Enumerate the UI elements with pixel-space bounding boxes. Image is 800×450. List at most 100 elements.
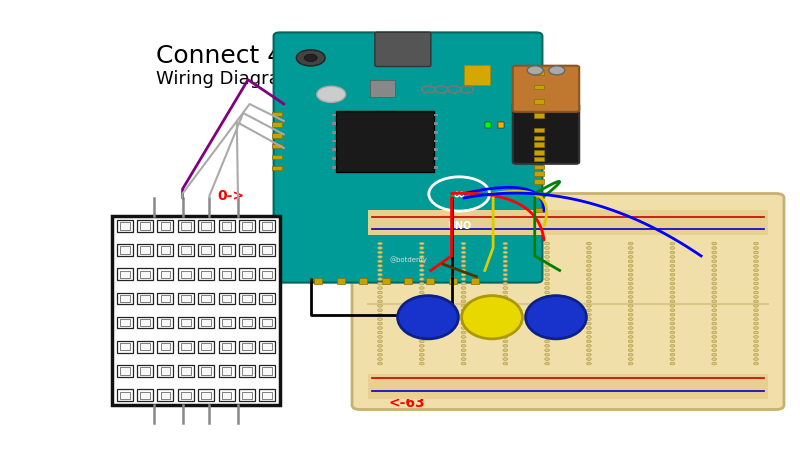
Circle shape [586, 327, 591, 329]
Circle shape [586, 291, 591, 294]
Bar [534, 136, 544, 140]
Circle shape [628, 251, 633, 254]
Circle shape [419, 358, 424, 360]
Bar [158, 365, 174, 377]
Circle shape [461, 296, 466, 298]
Bar [242, 295, 252, 302]
Bar [218, 341, 234, 353]
Bar [137, 220, 153, 232]
Bar [181, 222, 190, 230]
Circle shape [545, 296, 550, 298]
Circle shape [712, 260, 717, 263]
Circle shape [586, 313, 591, 316]
Bar [161, 392, 170, 399]
Circle shape [586, 265, 591, 267]
Bar [181, 247, 190, 254]
Circle shape [628, 309, 633, 311]
Bar [337, 278, 345, 284]
Circle shape [503, 349, 508, 351]
Circle shape [378, 256, 382, 258]
Bar [242, 270, 252, 278]
Circle shape [754, 242, 758, 245]
Circle shape [670, 340, 675, 343]
Bar [218, 268, 234, 280]
Bar [202, 319, 211, 326]
Circle shape [419, 273, 424, 276]
Circle shape [586, 349, 591, 351]
Bar [239, 220, 255, 232]
Bar [218, 389, 234, 401]
Circle shape [503, 353, 508, 356]
Circle shape [586, 300, 591, 303]
Circle shape [378, 287, 382, 289]
Circle shape [545, 344, 550, 347]
Circle shape [754, 296, 758, 298]
Bar [272, 144, 282, 148]
Circle shape [545, 273, 550, 276]
Bar [198, 220, 214, 232]
Bar [137, 292, 153, 304]
Circle shape [378, 327, 382, 329]
Text: @botdemy: @botdemy [389, 256, 427, 263]
Circle shape [712, 362, 717, 365]
Circle shape [461, 327, 466, 329]
Circle shape [503, 344, 508, 347]
Bar [449, 278, 457, 284]
Bar [359, 278, 367, 284]
Bar [198, 365, 214, 377]
Circle shape [503, 318, 508, 320]
Circle shape [429, 177, 490, 211]
Circle shape [712, 282, 717, 285]
Bar [158, 389, 174, 401]
Bar [178, 341, 194, 353]
Circle shape [503, 322, 508, 325]
Circle shape [419, 344, 424, 347]
Circle shape [461, 313, 466, 316]
Circle shape [378, 242, 382, 245]
Circle shape [712, 358, 717, 360]
Circle shape [461, 265, 466, 267]
Bar [242, 247, 252, 254]
Bar [202, 295, 211, 302]
Circle shape [545, 269, 550, 271]
Circle shape [545, 362, 550, 365]
Circle shape [628, 269, 633, 271]
Ellipse shape [526, 296, 586, 339]
Bar [202, 222, 211, 230]
Circle shape [670, 251, 675, 254]
Circle shape [670, 247, 675, 249]
Circle shape [670, 353, 675, 356]
Bar [242, 222, 252, 230]
Text: Connect 4: Connect 4 [156, 44, 283, 68]
Circle shape [378, 313, 382, 316]
Bar [259, 244, 275, 256]
Circle shape [670, 344, 675, 347]
Bar [140, 295, 150, 302]
Bar [181, 367, 190, 374]
Circle shape [712, 256, 717, 258]
Circle shape [545, 278, 550, 280]
Circle shape [378, 251, 382, 254]
Circle shape [712, 305, 717, 307]
Bar [222, 343, 231, 351]
Circle shape [461, 331, 466, 334]
Bar [161, 319, 170, 326]
Bar [434, 166, 438, 169]
Bar [178, 365, 194, 377]
FancyBboxPatch shape [274, 32, 542, 283]
Bar [120, 222, 130, 230]
Bar [534, 99, 544, 104]
Bar [140, 222, 150, 230]
Bar [198, 389, 214, 401]
Circle shape [419, 313, 424, 316]
Circle shape [461, 318, 466, 320]
Bar [202, 343, 211, 351]
Circle shape [586, 362, 591, 365]
Bar [239, 317, 255, 328]
Circle shape [670, 242, 675, 245]
Bar [137, 244, 153, 256]
Circle shape [754, 362, 758, 365]
Bar [161, 367, 170, 374]
Bar [239, 341, 255, 353]
Circle shape [378, 260, 382, 263]
